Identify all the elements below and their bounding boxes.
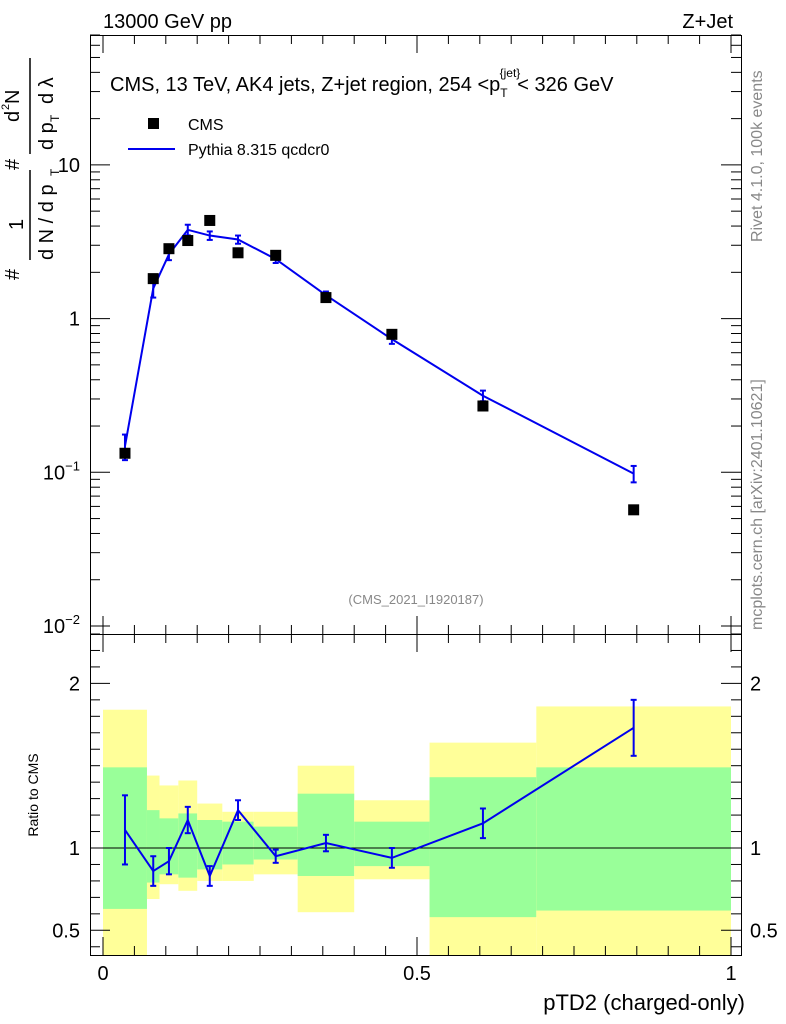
analysis-watermark: (CMS_2021_I1920187) (348, 592, 483, 607)
ratio-panel: 0 0.5 1 0.5 0.5 1 1 2 2 (52, 633, 778, 985)
main-series (119, 214, 640, 516)
main-y-tick-label: 10 (58, 155, 80, 177)
ylabel-dpt: d p (36, 122, 58, 150)
main-y-tick-labels: 10−2 10−1 1 10 (43, 155, 80, 638)
legend-cms-label: CMS (188, 117, 224, 134)
ratio-x-tick-label: 0.5 (403, 963, 431, 985)
cms-data-point (119, 447, 131, 459)
ylabel-denominator: d N / d p (36, 184, 58, 260)
x-axis-label: pTD2 (charged-only) (543, 990, 745, 1015)
main-panel: 10−2 10−1 1 10 CMS, 13 TeV, AK4 jets, Z+jet… (43, 34, 742, 638)
ratio-band-green (429, 777, 537, 918)
ratio-band-green (146, 810, 160, 883)
ratio-y-tick-label-left: 1 (69, 838, 80, 860)
cms-data-point (477, 400, 489, 412)
ratio-x-tick-label: 1 (725, 963, 736, 985)
cms-data-point (320, 292, 332, 304)
ratio-y-tick-label-left: 0.5 (52, 920, 80, 942)
ratio-band-green (159, 818, 179, 875)
legend: CMS Pythia 8.315 qcdcr0 (128, 117, 330, 159)
ratio-x-tick-label: 0 (97, 963, 108, 985)
header-process-label: Z+Jet (682, 11, 733, 33)
ratio-y-tick-label-right: 1 (750, 838, 761, 860)
plot-title: CMS, 13 TeV, AK4 jets, Z+jet region, 254… (110, 66, 614, 100)
plot-title-text-end: < 326 GeV (517, 74, 614, 96)
cms-data-point (147, 273, 159, 285)
plot-title-sub: T (500, 86, 508, 100)
cms-data-point (163, 243, 175, 255)
ylabel-numerator-d: d (2, 111, 24, 122)
main-y-ticks (90, 34, 741, 627)
ratio-series (121, 698, 637, 887)
header-energy-label: 13000 GeV pp (103, 11, 232, 33)
ratio-y-axis-label: Ratio to CMS (25, 753, 41, 836)
main-x-ticks (102, 35, 732, 634)
main-y-tick-label: 10−2 (43, 612, 80, 638)
ylabel-two: 2 (0, 104, 12, 110)
ylabel-T-1: T (48, 168, 62, 176)
cms-data-point (232, 247, 244, 259)
mcplots-source-label: mcplots.cern.ch [arXiv:2401.10621] (749, 379, 766, 630)
ylabel-T-2: T (48, 114, 62, 122)
cms-data-point (182, 235, 194, 247)
legend-pythia-label: Pythia 8.315 qcdcr0 (188, 142, 330, 159)
ylabel-dlambda: d λ (36, 77, 58, 104)
ratio-y-tick-label-right: 0.5 (750, 920, 778, 942)
cms-data-point (628, 504, 640, 516)
ylabel-numerator-N: N (2, 90, 24, 104)
ratio-ticks: 0 0.5 1 0.5 0.5 1 1 2 2 (52, 633, 778, 985)
main-y-tick-label: 1 (69, 309, 80, 331)
ratio-band-green (222, 821, 254, 865)
plot-title-text: CMS, 13 TeV, AK4 jets, Z+jet region, 254… (110, 74, 500, 96)
ylabel-one: 1 (6, 219, 28, 230)
ratio-frame (90, 634, 742, 956)
ylabel-hash-1: # (2, 268, 24, 280)
plot-title-sup: {jet} (500, 66, 521, 80)
ratio-band-green (197, 820, 223, 870)
cms-data-point (204, 214, 216, 226)
rivet-version-label: Rivet 4.1.0, 100k events (749, 70, 766, 242)
main-y-axis-label: # 1 d N / d p T # d 2 N d p T d λ (0, 58, 62, 280)
cms-data-point (270, 249, 282, 261)
cms-data-point (386, 328, 398, 340)
legend-cms-marker (148, 118, 159, 129)
ratio-y-tick-label-right: 2 (750, 673, 761, 695)
ratio-band-green (536, 767, 731, 911)
ylabel-hash-2: # (2, 158, 24, 170)
ratio-y-tick-label-left: 2 (69, 673, 80, 695)
main-y-tick-label: 10−1 (43, 458, 80, 484)
